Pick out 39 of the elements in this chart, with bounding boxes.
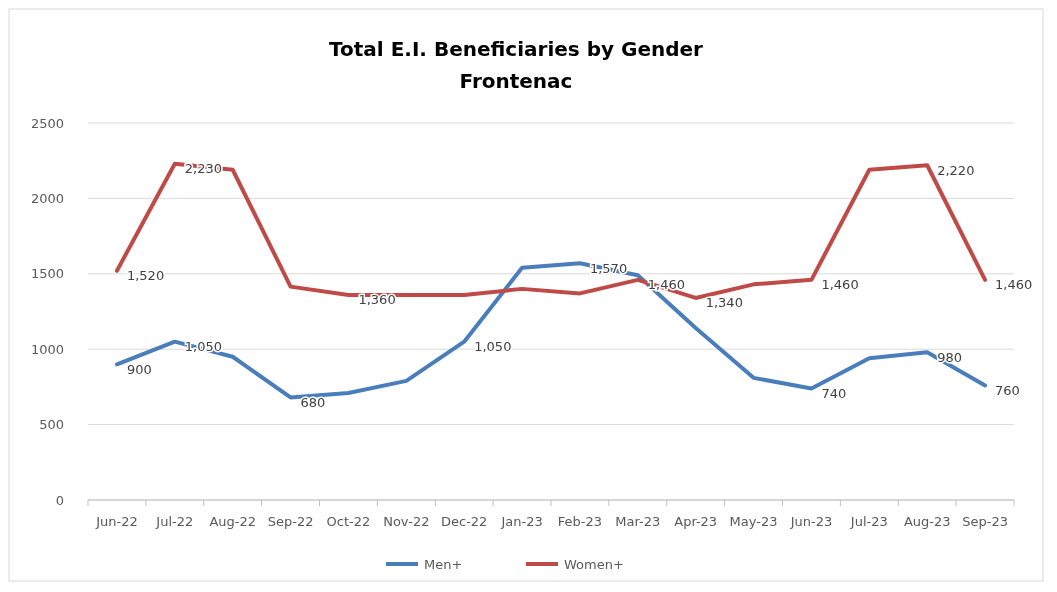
line-series [114, 261, 988, 400]
x-tick-label: Feb-23 [557, 514, 603, 529]
data-label: 980 [937, 349, 963, 365]
data-label: 1,460 [821, 277, 859, 293]
data-label: 1,360 [358, 292, 396, 308]
data-label: 1,460 [995, 277, 1033, 293]
x-tick-label: Apr-23 [674, 514, 718, 529]
x-tick-label: Sep-22 [267, 514, 314, 529]
x-tick-label: Jul-23 [849, 514, 888, 529]
y-tick-label: 500 [39, 417, 64, 433]
x-tick-label: Dec-22 [440, 514, 488, 529]
data-label: 760 [995, 382, 1020, 398]
x-tick-label: Aug-23 [903, 514, 951, 529]
legend-label: Men+ [424, 556, 463, 572]
x-tick-label: Nov-22 [383, 514, 430, 529]
data-label: 900 [126, 361, 152, 377]
x-tick-label: Jun-23 [789, 514, 833, 529]
y-tick-label: 1000 [30, 341, 64, 357]
y-tick-label: 2500 [30, 115, 64, 131]
x-tick-label: Oct-22 [326, 514, 371, 529]
data-label: 1,520 [126, 268, 165, 284]
chart-title: Total E.I. Beneficiaries by Gender [329, 37, 704, 61]
chart-subtitle: Frontenac [459, 69, 573, 93]
data-label: 1,050 [474, 339, 512, 355]
x-tick-label: Jan-23 [500, 514, 543, 529]
x-tick-label: May-23 [729, 514, 778, 529]
y-tick-label: 0 [55, 492, 64, 508]
x-tick-label: Jul-22 [155, 514, 194, 529]
x-tick-label: Aug-22 [209, 514, 256, 529]
data-label: 680 [300, 395, 326, 411]
data-label: 740 [821, 385, 847, 401]
x-tick-label: Sep-23 [962, 514, 1008, 529]
x-tick-label: Jun-22 [95, 514, 138, 529]
x-tick-label: Mar-23 [615, 514, 661, 529]
legend-label: Women+ [564, 556, 624, 572]
y-tick-label: 2000 [30, 190, 64, 206]
data-label: 1,340 [705, 295, 743, 311]
y-tick-label: 1500 [30, 266, 64, 282]
data-label: 2,220 [937, 162, 975, 178]
